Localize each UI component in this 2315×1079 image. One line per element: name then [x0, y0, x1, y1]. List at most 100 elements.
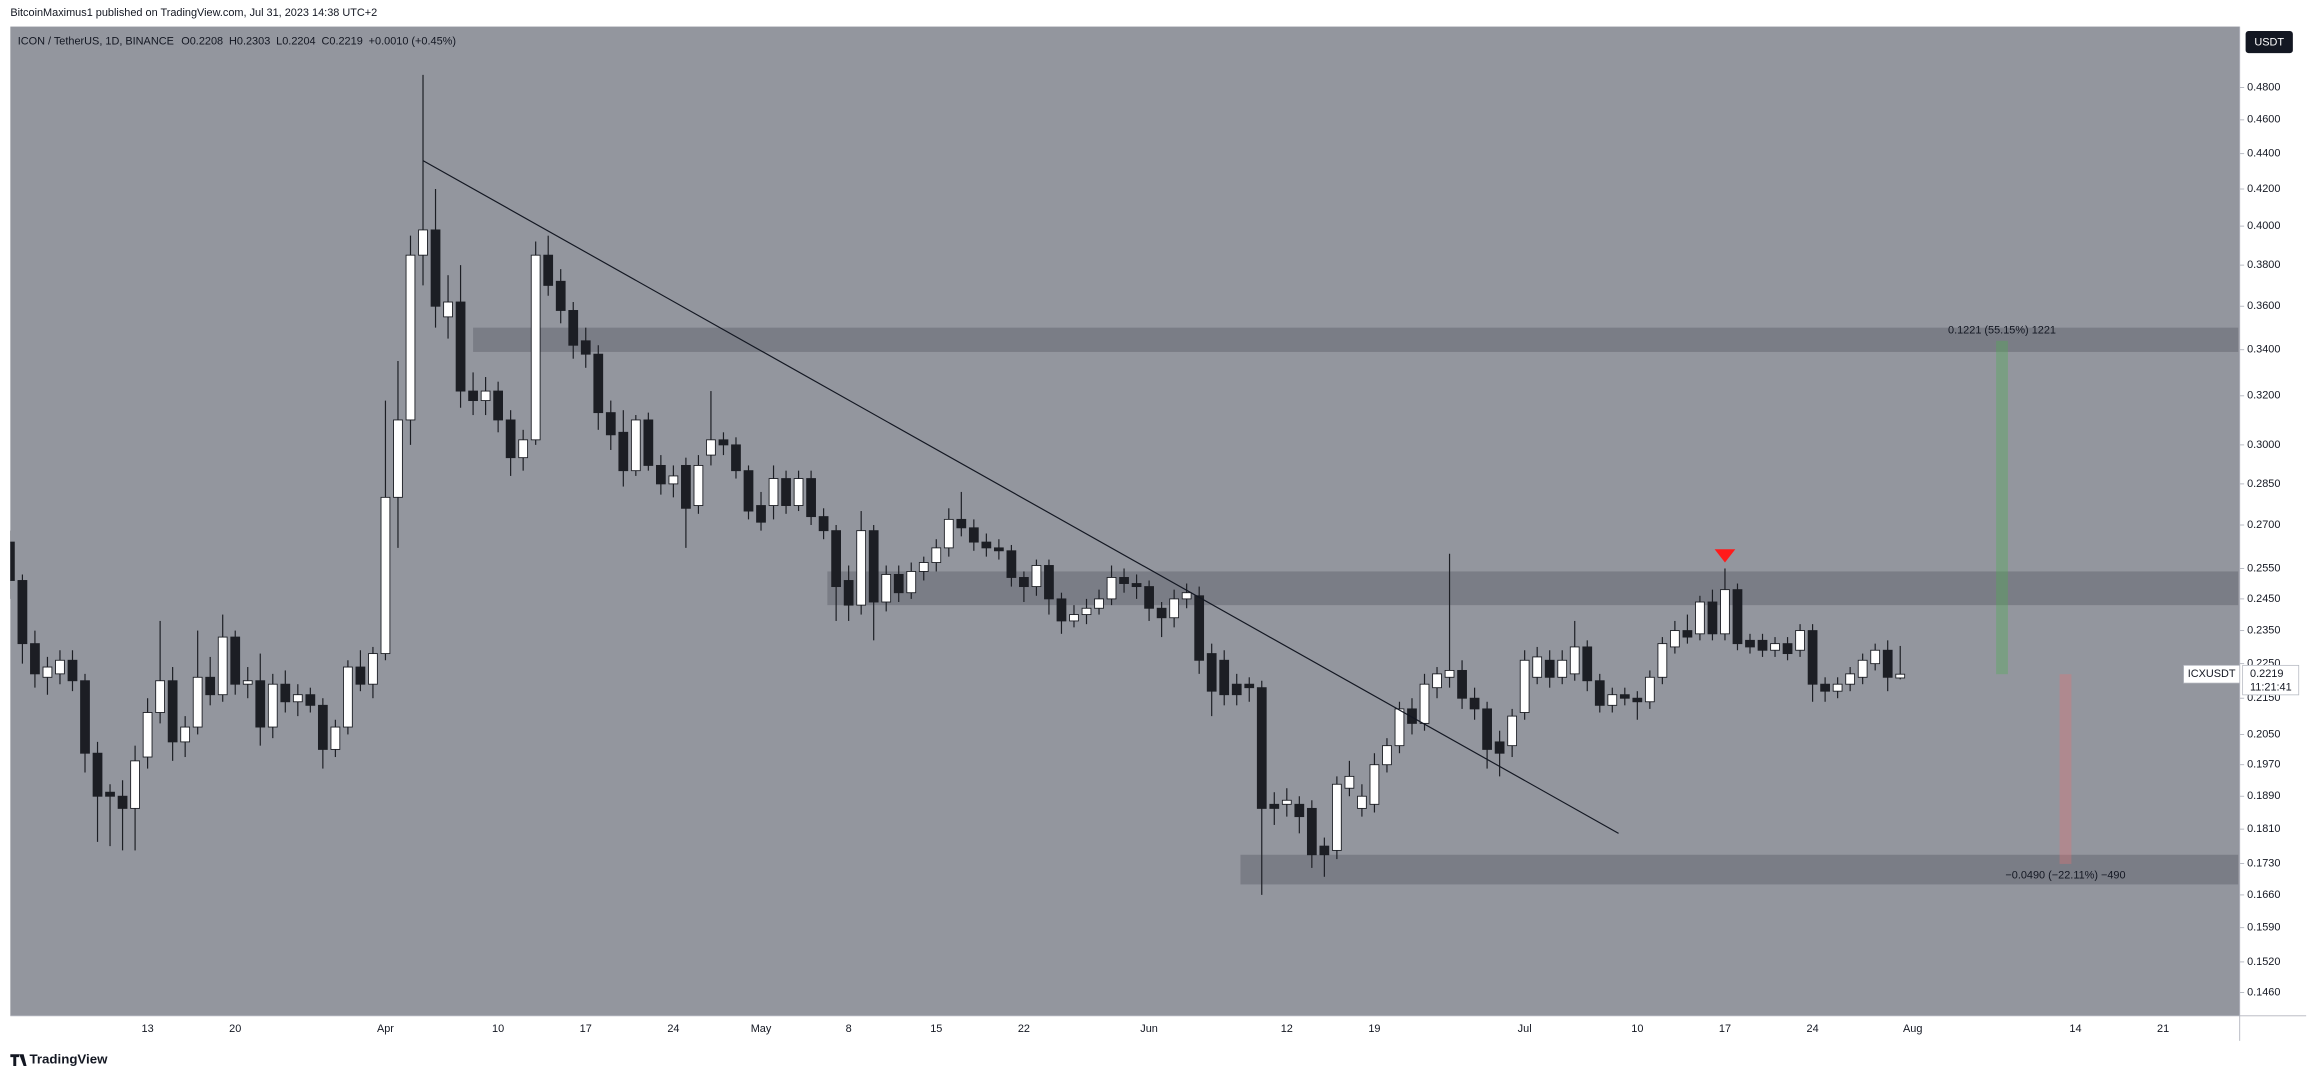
candle-body	[856, 530, 867, 606]
x-tick-label: 14	[2069, 1023, 2081, 1035]
candle-body	[443, 301, 453, 318]
currency[interactable]: USDT	[2254, 37, 2284, 49]
y-tick-label: 0.4800	[2247, 81, 2280, 93]
countdown: 11:21:41	[2250, 681, 2292, 693]
candle-body	[1657, 643, 1668, 678]
candle-body	[192, 676, 203, 728]
measure-bar	[1996, 340, 2008, 675]
candle-body	[655, 464, 666, 485]
candle-body	[1695, 601, 1705, 635]
candle-body	[1006, 550, 1017, 578]
low-value: 0.2204	[282, 35, 315, 47]
brand: TradingView	[30, 1052, 109, 1067]
candle-body	[1544, 659, 1555, 678]
candle-body	[1332, 783, 1342, 851]
x-tick-label: 22	[1018, 1023, 1030, 1035]
candle-body	[718, 439, 729, 446]
candle-body	[380, 496, 391, 655]
high-value: 0.2303	[237, 35, 270, 47]
candle-body	[1582, 646, 1593, 682]
candle-body	[1619, 694, 1630, 699]
signal-marker	[1714, 549, 1736, 563]
symbol: ICON / TetherUS, 1D, BINANCE	[18, 35, 174, 47]
candle-body	[543, 254, 554, 286]
y-tick-label: 0.4400	[2247, 148, 2280, 160]
y-tick-label: 0.4000	[2247, 220, 2280, 232]
candle-body	[1407, 708, 1417, 724]
plot-area	[10, 74, 2239, 895]
candle-body	[681, 464, 691, 509]
candle-body	[1832, 683, 1843, 692]
candle-body	[430, 229, 441, 307]
y-tick-label: 0.1460	[2247, 986, 2280, 998]
candle-body	[706, 439, 716, 456]
candle-body	[818, 516, 829, 532]
candle-body	[1632, 697, 1643, 703]
candle-body	[1344, 775, 1355, 789]
candle-body	[80, 680, 90, 754]
candle-body	[1206, 653, 1217, 692]
trendline	[422, 160, 1619, 834]
candle-body	[1281, 799, 1292, 805]
y-tick-label: 0.3400	[2247, 344, 2280, 356]
candle-body	[1670, 630, 1680, 648]
candle-body	[1081, 607, 1092, 616]
resistance-zone	[473, 327, 2239, 352]
y-tick-label: 0.3000	[2247, 439, 2280, 451]
high-label: H	[229, 35, 237, 47]
x-tick-label: 21	[2157, 1023, 2169, 1035]
candle-body	[1482, 708, 1492, 750]
candle-body	[1156, 607, 1167, 619]
candle-body	[280, 683, 291, 703]
x-tick-label: 19	[1368, 1023, 1380, 1035]
candle-body	[1820, 683, 1830, 692]
candle-body	[1557, 659, 1568, 678]
candle-body	[881, 574, 892, 603]
candle-body	[956, 518, 967, 529]
candle-body	[1644, 676, 1655, 703]
candle-body	[1770, 643, 1780, 651]
candle-body	[1031, 565, 1042, 588]
x-tick-label: Jul	[1518, 1023, 1532, 1035]
candle-body	[1882, 649, 1893, 678]
y-tick-label: 0.2450	[2247, 593, 2280, 605]
candle-body	[1444, 669, 1455, 678]
x-tick-label: 12	[1281, 1023, 1293, 1035]
candle-body	[893, 574, 904, 594]
x-tick-label: 17	[580, 1023, 592, 1035]
candle-body	[1720, 589, 1730, 635]
candle-body	[906, 571, 917, 594]
y-tick-label: 0.4200	[2247, 183, 2280, 195]
candle-body	[330, 726, 341, 750]
y-tick-label: 0.2700	[2247, 519, 2280, 531]
candle-body	[1432, 673, 1442, 689]
candle-body	[843, 580, 854, 606]
candle-body	[418, 229, 428, 256]
candle-body	[1357, 795, 1367, 809]
ticker: ICXUSDT	[2188, 668, 2236, 680]
candle-body	[731, 444, 741, 472]
candle-body	[1294, 803, 1305, 818]
change: +0.0010 (+0.45%)	[369, 35, 456, 47]
candle-body	[10, 541, 15, 581]
candle-body	[55, 659, 65, 675]
candle-body	[605, 412, 616, 436]
x-tick-label: 10	[492, 1023, 504, 1035]
x-tick-label: 13	[142, 1023, 154, 1035]
candle-body	[1594, 680, 1605, 706]
candle-body	[67, 659, 78, 682]
candle-body	[1857, 659, 1868, 678]
x-tick-label: Jun	[1140, 1023, 1158, 1035]
candle-body	[1094, 598, 1104, 609]
candle-body	[1106, 577, 1117, 600]
candle-body	[1845, 673, 1856, 685]
attribution: BitcoinMaximus1 published on TradingView…	[10, 7, 377, 19]
x-tick-label: 24	[1807, 1023, 1819, 1035]
y-tick-label: 0.3600	[2247, 300, 2280, 312]
candle-body	[1394, 708, 1405, 747]
candle-body	[1144, 586, 1154, 609]
currency-button[interactable]	[2245, 31, 2293, 54]
x-tick-label: 17	[1719, 1023, 1731, 1035]
candle-body	[1382, 745, 1392, 766]
